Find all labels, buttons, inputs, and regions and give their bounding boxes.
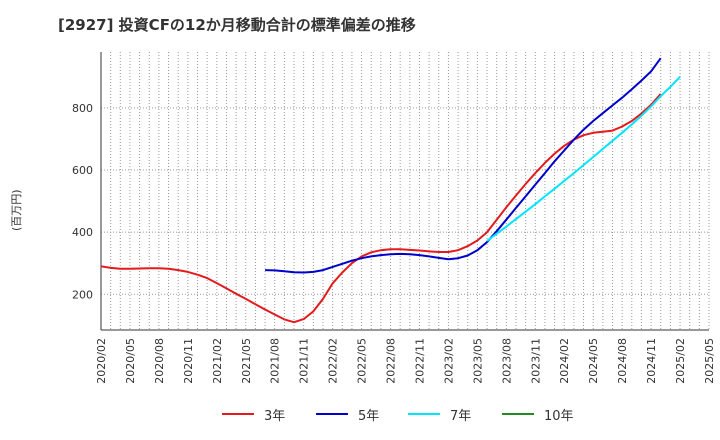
x-tick-label: 2022/02 bbox=[327, 338, 340, 384]
x-tick-label: 2021/02 bbox=[211, 338, 224, 384]
x-tick-label: 2021/08 bbox=[269, 338, 282, 384]
legend-swatch-3y bbox=[222, 413, 254, 415]
legend-item-7y: 7年 bbox=[408, 403, 471, 425]
series-line-3 bbox=[486, 76, 681, 242]
x-tick-label: 2022/11 bbox=[413, 338, 426, 384]
x-tick-label: 2024/02 bbox=[558, 338, 571, 384]
x-tick-label: 2025/05 bbox=[703, 338, 716, 384]
x-tick-label: 2022/05 bbox=[356, 338, 369, 384]
y-tick-label: 400 bbox=[72, 226, 93, 239]
legend-label-7y: 7年 bbox=[450, 408, 472, 424]
chart-plot: 200 400 600 800 2020/02 2020/05 2020/08 2020/11… bbox=[72, 52, 716, 384]
x-tick-label: 2023/11 bbox=[529, 338, 542, 384]
x-tick-label: 2025/02 bbox=[674, 338, 687, 384]
x-tick-label: 2022/08 bbox=[385, 338, 398, 384]
x-tick-label: 2021/11 bbox=[298, 338, 311, 384]
y-tick-label: 800 bbox=[72, 102, 93, 115]
legend-swatch-7y bbox=[408, 413, 440, 415]
x-tick-label: 2021/05 bbox=[240, 338, 253, 384]
series-line-2 bbox=[265, 57, 662, 274]
x-tick-label: 2020/11 bbox=[182, 338, 195, 384]
legend-item-10y: 10年 bbox=[502, 403, 574, 425]
legend-item-3y: 3年 bbox=[222, 403, 285, 425]
legend-label-5y: 5年 bbox=[358, 408, 380, 424]
legend-swatch-5y bbox=[316, 413, 348, 415]
legend-label-10y: 10年 bbox=[544, 408, 574, 424]
series-line-1 bbox=[100, 93, 662, 324]
y-tick-label: 200 bbox=[72, 288, 93, 301]
chart-title: [2927] 投資CFの12か月移動合計の標準偏差の推移 bbox=[58, 16, 416, 34]
plot-background bbox=[101, 52, 709, 330]
x-tick-label: 2020/05 bbox=[124, 338, 137, 384]
x-tick-label: 2024/05 bbox=[587, 338, 600, 384]
legend-label-3y: 3年 bbox=[264, 408, 286, 424]
x-tick-label: 2024/08 bbox=[616, 338, 629, 384]
legend: 3年 5年 7年 10年 bbox=[0, 403, 720, 425]
x-tick-label: 2020/08 bbox=[153, 338, 166, 384]
legend-item-5y: 5年 bbox=[316, 403, 379, 425]
x-tick-label: 2020/02 bbox=[95, 338, 108, 384]
y-tick-label: 600 bbox=[72, 164, 93, 177]
legend-swatch-10y bbox=[502, 413, 534, 415]
x-tick-label: 2023/08 bbox=[500, 338, 513, 384]
x-tick-label: 2023/05 bbox=[471, 338, 484, 384]
x-tick-label: 2023/02 bbox=[442, 338, 455, 384]
x-tick-label: 2024/11 bbox=[645, 338, 658, 384]
